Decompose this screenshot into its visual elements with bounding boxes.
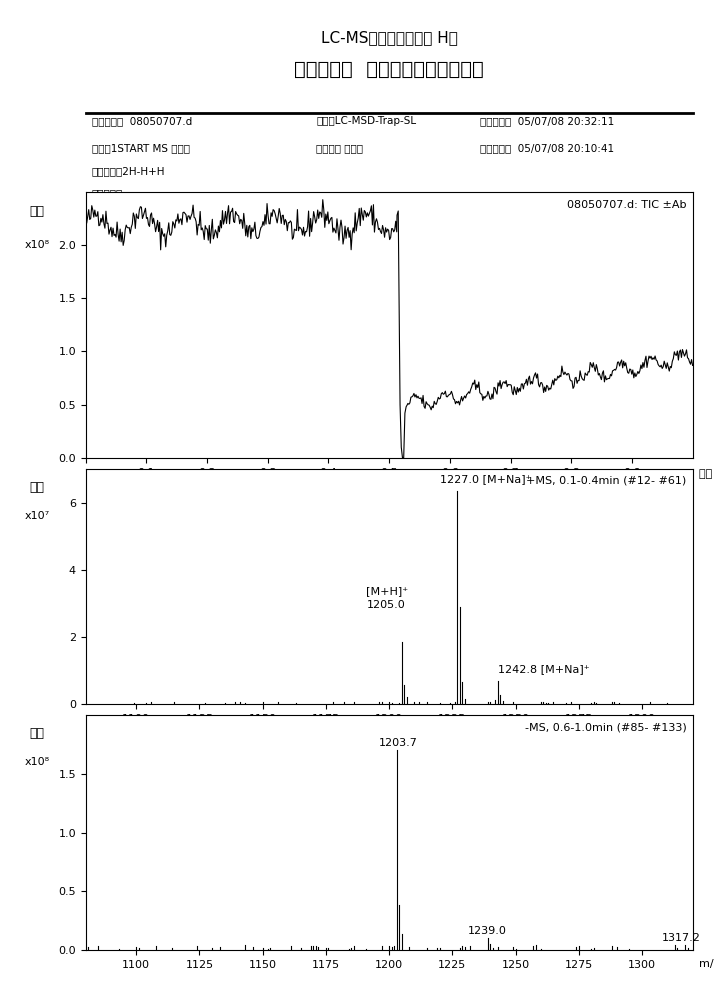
Text: LC-MS（二氢环孢菌素 H）: LC-MS（二氢环孢菌素 H） [321, 30, 458, 45]
Text: 获得日期：  05/07/08 20:10:41: 获得日期： 05/07/08 20:10:41 [480, 143, 614, 153]
Text: x10⁸: x10⁸ [24, 757, 50, 767]
Text: 样品名称：2H-H+H: 样品名称：2H-H+H [91, 166, 165, 176]
Text: 时间 [min]: 时间 [min] [698, 468, 714, 478]
Text: x10⁸: x10⁸ [24, 240, 50, 250]
Text: m/z: m/z [698, 959, 714, 969]
Text: 显示报告：  所选的所有窗口的分析: 显示报告： 所选的所有窗口的分析 [294, 60, 484, 79]
Text: 强度: 强度 [29, 727, 45, 740]
Text: 1227.0 [M+Na]⁺: 1227.0 [M+Na]⁺ [440, 474, 531, 484]
Text: 1317.2: 1317.2 [663, 933, 701, 943]
Text: 1205.0: 1205.0 [366, 600, 405, 610]
Text: 强度: 强度 [29, 481, 45, 494]
Text: 1203.7: 1203.7 [379, 738, 418, 748]
Text: -MS, 0.6-1.0min (#85- #133): -MS, 0.6-1.0min (#85- #133) [525, 722, 686, 732]
Text: [M+H]⁺: [M+H]⁺ [366, 587, 408, 597]
Text: +MS, 0.1-0.4min (#12- #61): +MS, 0.1-0.4min (#12- #61) [526, 476, 686, 486]
Text: 强度: 强度 [29, 205, 45, 218]
Text: x10⁷: x10⁷ [24, 511, 50, 521]
Text: 打印日期：  05/07/08 20:32:11: 打印日期： 05/07/08 20:32:11 [480, 116, 615, 126]
Text: 分析信息：: 分析信息： [91, 188, 123, 198]
Text: 08050707.d: TIC ±Ab: 08050707.d: TIC ±Ab [567, 200, 686, 210]
Text: 操作者： 管理员: 操作者： 管理员 [316, 143, 363, 153]
Text: 1239.0: 1239.0 [468, 926, 506, 936]
Text: 方法：1START MS 的拷贝: 方法：1START MS 的拷贝 [91, 143, 190, 153]
Text: 仪器：LC-MSD-Trap-SL: 仪器：LC-MSD-Trap-SL [316, 116, 416, 126]
Text: 分析时间：  08050707.d: 分析时间： 08050707.d [91, 116, 192, 126]
Text: 1242.8 [M+Na]⁺: 1242.8 [M+Na]⁺ [498, 664, 590, 674]
